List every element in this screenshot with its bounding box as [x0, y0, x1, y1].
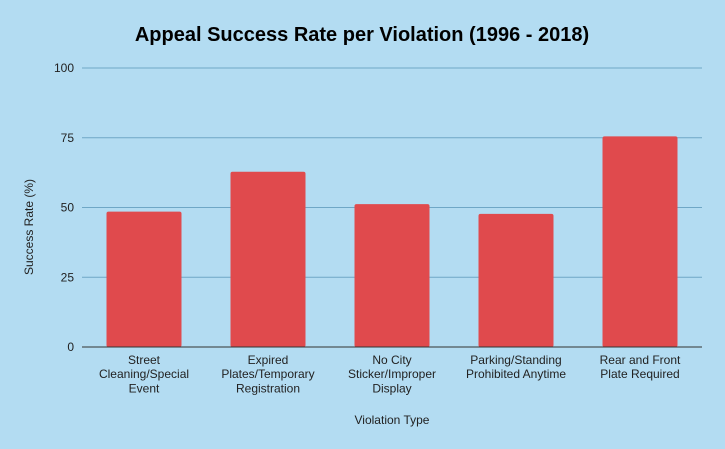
x-tick-label-line: Parking/Standing [470, 353, 561, 367]
x-tick-label: Parking/Standing Prohibited Anytime [466, 353, 566, 381]
y-axis-title: Success Rate (%) [22, 179, 36, 275]
bar [602, 136, 678, 347]
bar [354, 204, 430, 347]
x-tick-label-line: Plates/Temporary [221, 367, 314, 381]
y-tick-label: 100 [54, 61, 74, 75]
x-tick-label-line: Registration [236, 381, 300, 395]
x-tick-label: Rear and Front Plate Required [600, 353, 681, 381]
x-tick-label: Street Cleaning/Special Event [99, 353, 189, 395]
bars [106, 136, 678, 347]
x-axis-title: Violation Type [355, 413, 430, 427]
x-tick-label-line: Rear and Front [600, 353, 681, 367]
x-tick-label-line: Event [129, 381, 160, 395]
x-tick-labels: Street Cleaning/Special Event Expired Plates… [99, 353, 681, 395]
x-tick-label-line: Street [128, 353, 161, 367]
y-tick-label: 25 [61, 270, 75, 284]
y-tick-labels: 0 25 50 75 100 [54, 61, 74, 354]
x-tick-label-line: Display [372, 381, 411, 395]
x-tick-label-line: Expired [248, 353, 289, 367]
bar [230, 171, 306, 347]
x-tick-label-line: Cleaning/Special [99, 367, 189, 381]
bar [478, 213, 554, 347]
x-tick-label-line: Sticker/Improper [348, 367, 436, 381]
x-tick-label-line: Prohibited Anytime [466, 367, 566, 381]
x-tick-label-line: No City [372, 353, 411, 367]
x-tick-label-line: Plate Required [600, 367, 679, 381]
y-tick-label: 50 [61, 201, 75, 215]
y-tick-label: 75 [61, 131, 75, 145]
y-tick-label: 0 [67, 340, 74, 354]
x-tick-label: No City Sticker/Improper Display [348, 353, 436, 395]
chart-title: Appeal Success Rate per Violation (1996 … [135, 24, 589, 46]
x-tick-label: Expired Plates/Temporary Registration [221, 353, 314, 395]
bar [106, 211, 182, 347]
